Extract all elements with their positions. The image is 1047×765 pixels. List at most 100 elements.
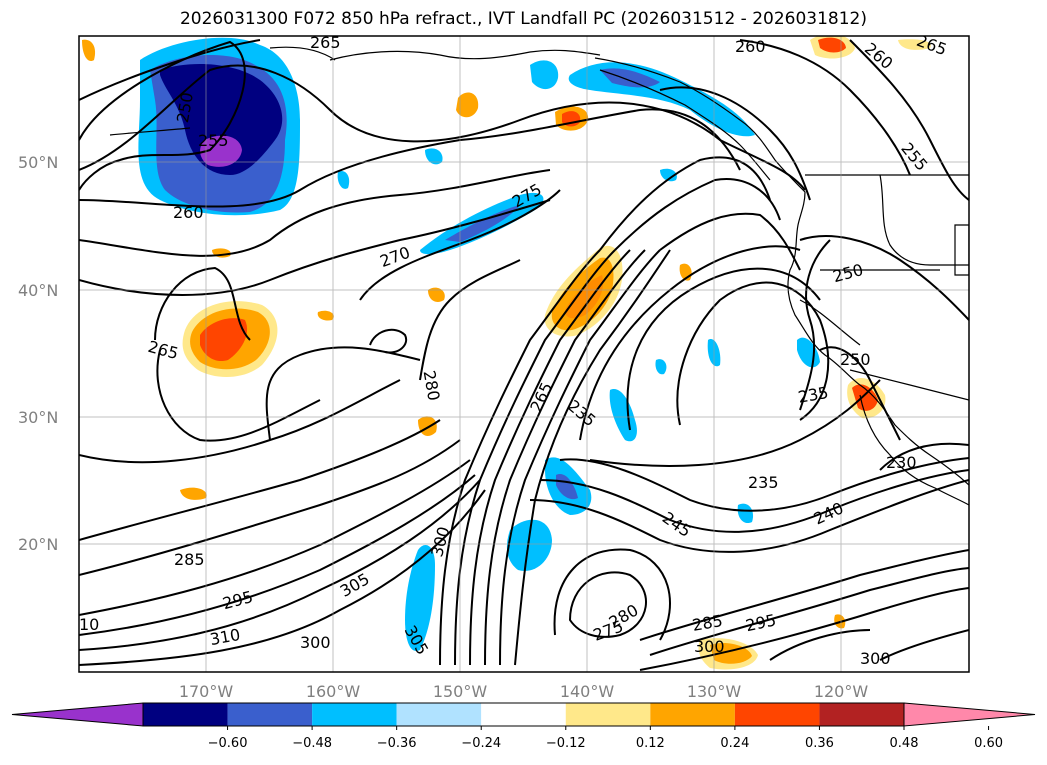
positive-anomaly-region: [180, 487, 207, 500]
lat-label: 40°N: [18, 281, 58, 300]
map-area: 265 260 250 255 260 265 260 255 275 270 …: [79, 33, 969, 672]
border: [849, 369, 969, 401]
lon-label: 120°W: [814, 682, 869, 701]
lon-label: 140°W: [560, 682, 615, 701]
colorbar-tick-label: 0.12: [636, 736, 665, 751]
lon-label: 150°W: [433, 682, 488, 701]
contour-line: [559, 457, 969, 512]
contour-line: [79, 40, 246, 191]
colorbar-tick-label: −0.48: [292, 736, 332, 751]
contour-line: [879, 442, 969, 471]
contour-line: [154, 266, 251, 341]
contour-line: [79, 379, 401, 464]
contour-line: [484, 249, 646, 666]
positive-anomaly-region: [818, 37, 846, 53]
contour-line: [568, 571, 647, 638]
contour-line: [79, 108, 741, 208]
colorbar-extend-low: [11, 702, 144, 727]
negative-anomaly-region: [660, 168, 677, 182]
contour-line: [369, 328, 408, 354]
colorbar-box: [312, 703, 397, 726]
positive-anomaly-region: [428, 287, 445, 302]
contour-line: [599, 156, 771, 251]
contour-line: [553, 548, 671, 641]
contour-line: [79, 439, 461, 576]
colorbar-box: [143, 703, 228, 726]
colorbar-extend-high: [903, 702, 1036, 727]
coastline: [329, 49, 601, 61]
contour-line: [156, 349, 321, 442]
negative-anomaly-region: [337, 170, 350, 189]
coastline: [269, 46, 336, 61]
contour-line: [769, 629, 871, 661]
negative-anomaly-region: [160, 64, 283, 175]
colorbar-box: [819, 703, 904, 726]
contour-line: [439, 249, 601, 666]
contour-label: 300: [860, 649, 891, 668]
contour-line: [469, 249, 631, 666]
contour-line: [639, 549, 969, 641]
contour-label: 260: [735, 37, 766, 56]
colorbar-tick-label: 0.48: [890, 736, 919, 751]
negative-anomaly-region: [200, 135, 242, 167]
lon-label: 160°W: [306, 682, 361, 701]
contour-line: [849, 39, 969, 201]
negative-anomaly-region: [737, 503, 754, 524]
contour-line: [819, 346, 901, 441]
contour-line: [499, 249, 661, 666]
contour-label: 300: [694, 637, 725, 656]
border: [954, 224, 969, 276]
colorbar-tick-label: 0.36: [805, 736, 834, 751]
contour-line: [514, 249, 671, 666]
contour-label: 265: [310, 33, 341, 52]
positive-anomaly-region: [82, 39, 96, 62]
colorbar-ticks: −0.60 −0.48 −0.36 −0.24 −0.12 0.12 0.24 0.36 0.4…: [208, 726, 1003, 751]
contour-line: [79, 39, 261, 101]
latitude-labels: 50°N 40°N 30°N 20°N: [18, 153, 58, 554]
contour-line: [79, 489, 486, 666]
shading-layer: [82, 36, 931, 670]
lat-label: 20°N: [18, 535, 58, 554]
contour-line: [879, 629, 969, 661]
border: [799, 299, 861, 346]
contour-line: [659, 212, 801, 271]
contour-label: 250: [840, 350, 871, 369]
contour-line: [79, 474, 476, 636]
positive-anomaly-region: [852, 384, 878, 411]
colorbar-box: [650, 703, 735, 726]
coastline: [594, 57, 969, 486]
negative-anomaly-region: [425, 148, 443, 165]
lat-label: 30°N: [18, 408, 58, 427]
coastline: [599, 69, 771, 181]
negative-anomaly-region: [655, 359, 667, 375]
contour-line: [79, 419, 441, 541]
negative-anomaly-region: [600, 68, 660, 88]
positive-anomaly-region: [456, 92, 479, 118]
negative-anomaly-region: [405, 545, 435, 651]
positive-anomaly-region: [317, 310, 334, 321]
contour-line: [589, 379, 881, 467]
longitude-labels: 170°W 160°W 150°W 140°W 130°W 120°W: [179, 682, 869, 701]
negative-anomaly-region: [506, 519, 552, 571]
coastline: [109, 127, 191, 136]
contour-line: [79, 479, 481, 651]
colorbar: [11, 702, 1036, 727]
contour-line: [676, 281, 830, 426]
map-border: [78, 35, 970, 673]
colorbar-outline: [142, 702, 905, 727]
coastline: [859, 394, 969, 506]
contour-line: [649, 567, 969, 656]
contour-line: [454, 249, 616, 666]
positive-anomaly-region: [200, 318, 248, 362]
contour-line: [419, 259, 521, 381]
contour-label: 260: [173, 203, 204, 222]
lat-label: 50°N: [18, 153, 58, 172]
contour-line: [359, 189, 561, 301]
colorbar-tick-label: 0.60: [974, 736, 1003, 751]
graticule: [79, 36, 969, 672]
colorbar-tick-label: 0.24: [720, 736, 749, 751]
contour-line: [539, 469, 969, 533]
contour-label: 285: [174, 550, 205, 569]
contour-label: 300: [300, 633, 331, 652]
contour-line: [79, 199, 551, 296]
